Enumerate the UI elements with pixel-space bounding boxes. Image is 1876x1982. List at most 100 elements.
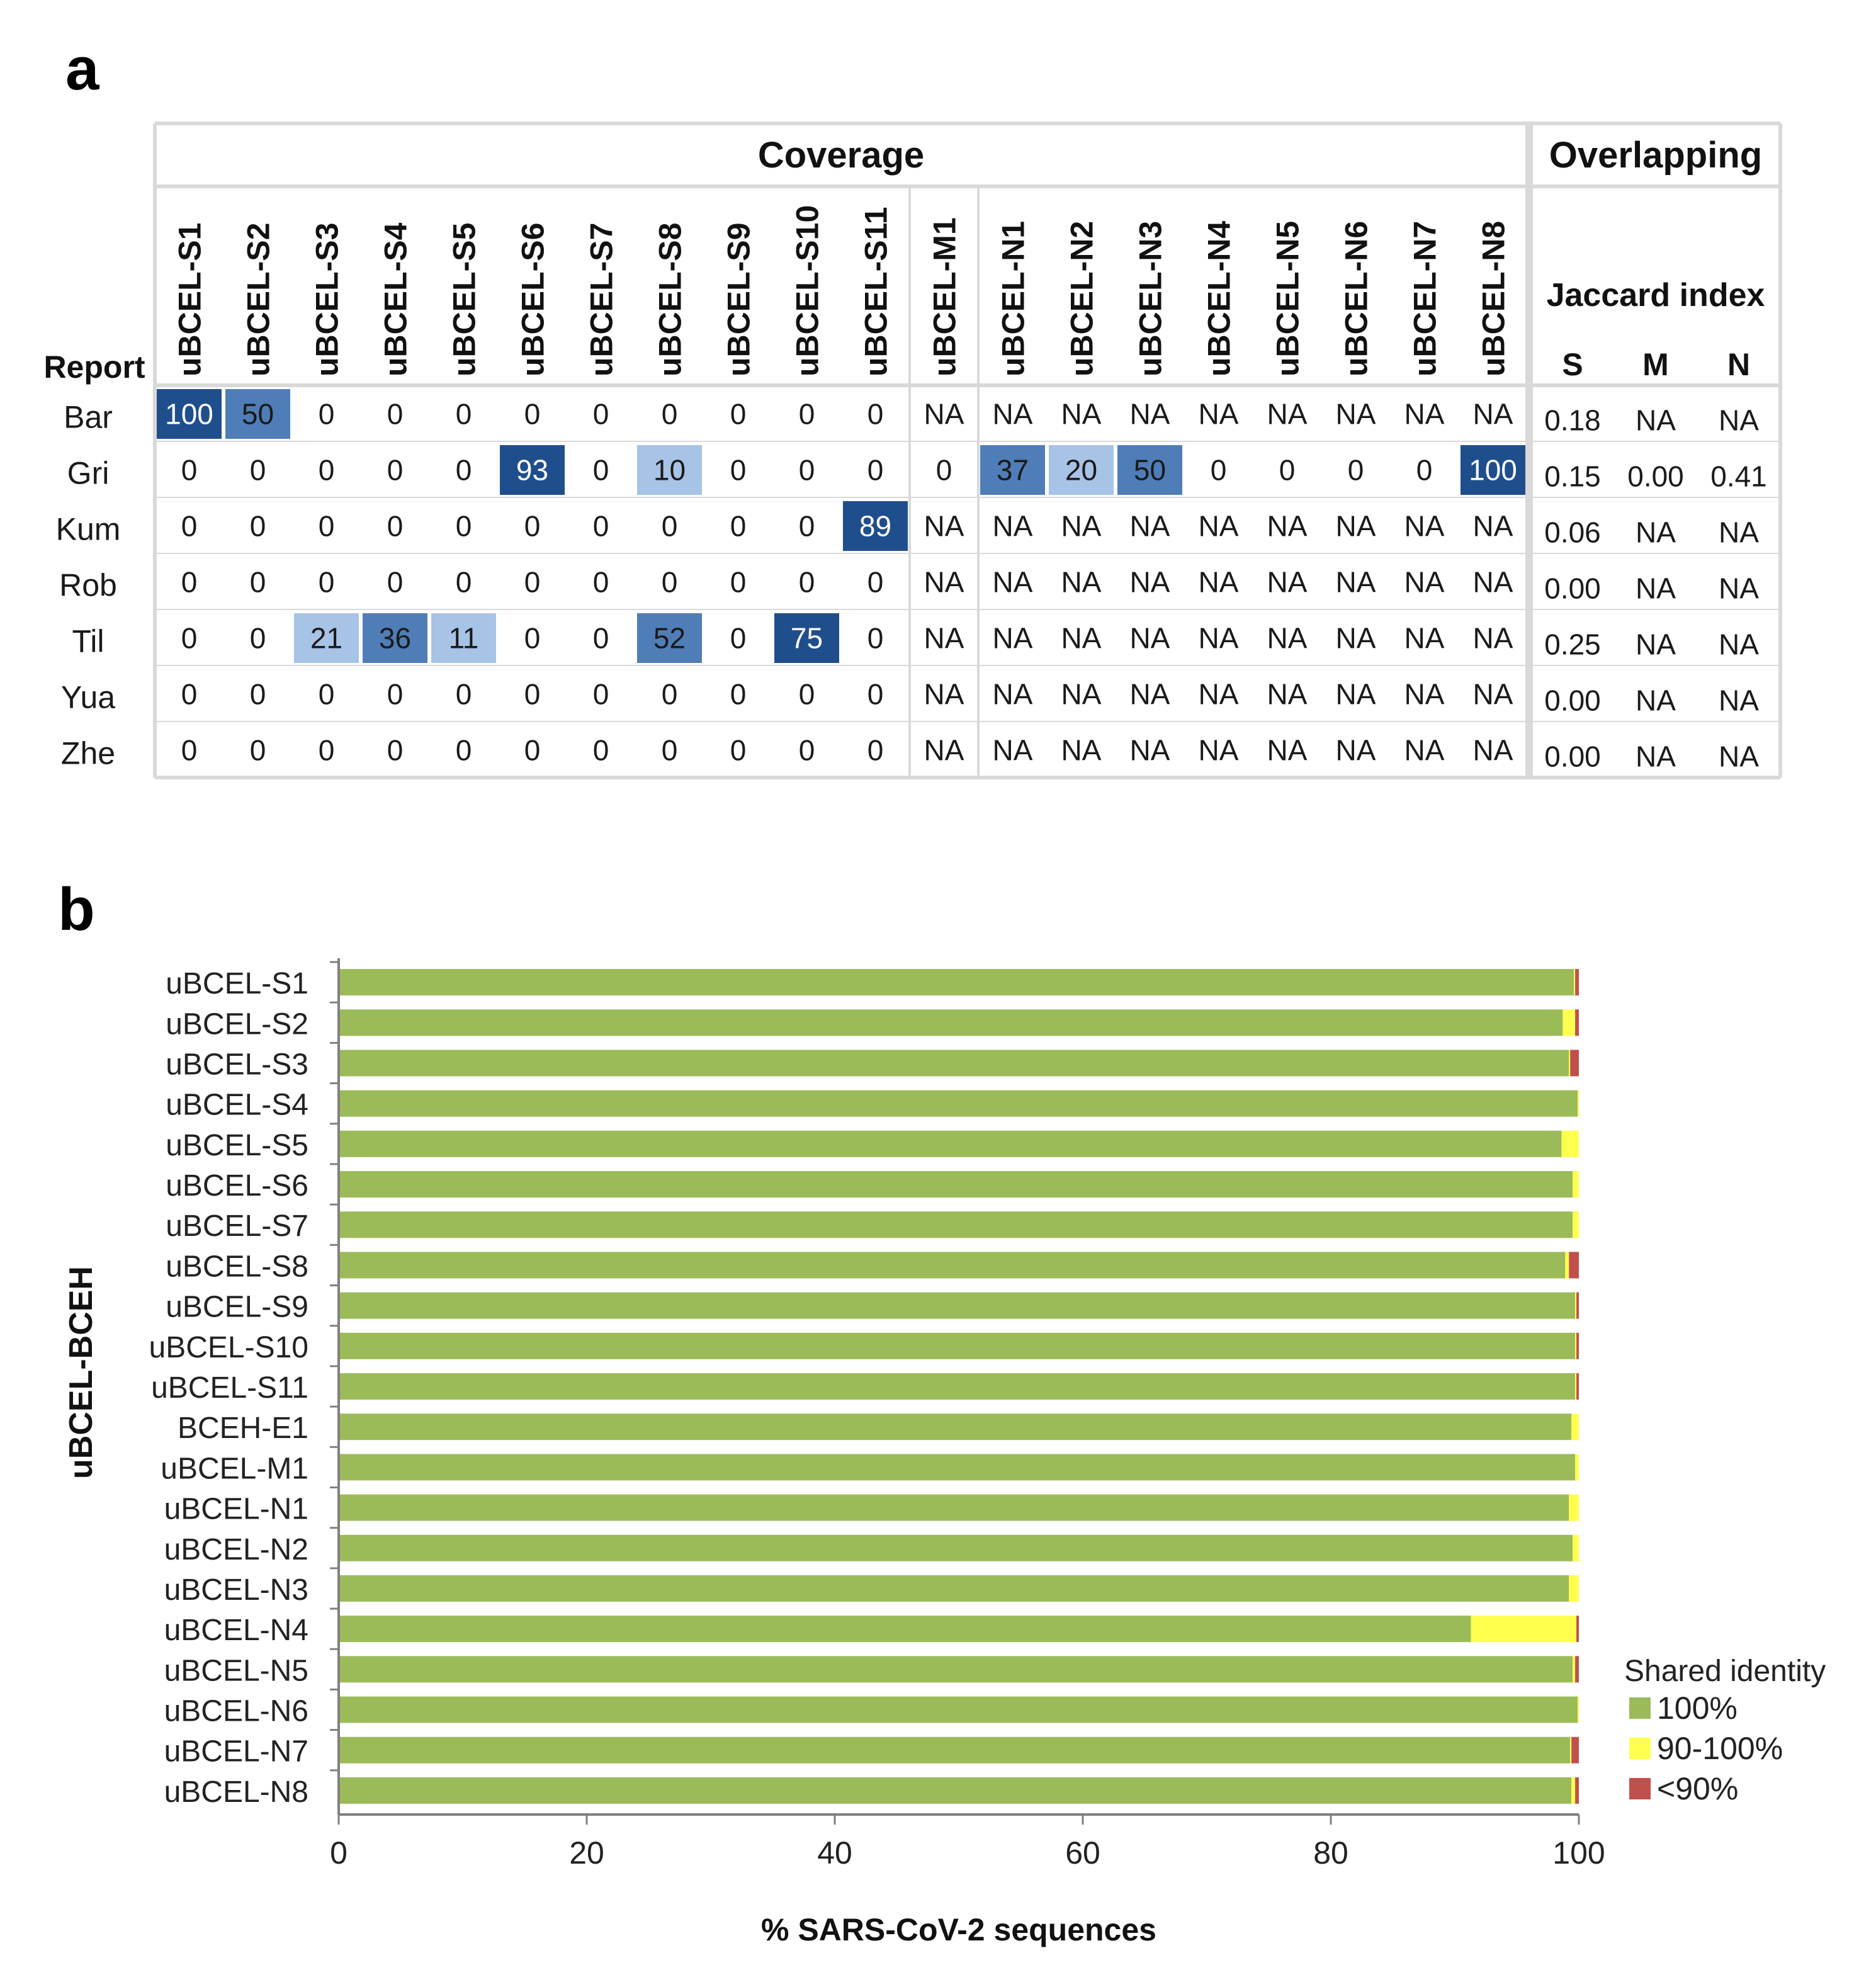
column-header: uBCEL-S5 — [447, 223, 482, 377]
bar-segment — [339, 1130, 1562, 1157]
cell-value: NA — [924, 566, 964, 599]
cell-value: 0 — [456, 734, 472, 767]
y-tick-label: uBCEL-S9 — [166, 1291, 308, 1324]
cell-value: NA — [993, 510, 1033, 543]
cell-value: 0 — [524, 734, 541, 767]
cell-value: 0 — [319, 454, 335, 487]
row-label: Til — [72, 624, 105, 659]
column-header: uBCEL-N8 — [1476, 221, 1512, 377]
jaccard-value: NA — [1636, 740, 1676, 773]
cell-value: 0 — [1416, 454, 1433, 487]
cell-value: 21 — [310, 622, 342, 655]
cell-value: 0 — [799, 454, 815, 487]
jaccard-subheader: M — [1642, 347, 1669, 382]
cell-value: 0 — [1279, 454, 1296, 487]
column-header: uBCEL-S4 — [378, 222, 414, 377]
cell-value: NA — [1267, 566, 1308, 599]
cell-value: NA — [1130, 398, 1170, 431]
cell-value: 0 — [319, 678, 335, 711]
cell-value: 0 — [867, 398, 884, 431]
cell-value: 37 — [997, 454, 1029, 487]
bar-segment — [1570, 1736, 1572, 1764]
heat-cell — [500, 445, 565, 495]
column-header: uBCEL-S9 — [721, 223, 757, 377]
jaccard-value: NA — [1719, 628, 1759, 661]
cell-value: NA — [1199, 510, 1239, 543]
y-tick-label: uBCEL-S5 — [166, 1129, 308, 1162]
cell-value: 50 — [1134, 454, 1166, 487]
cell-value: NA — [1061, 678, 1102, 711]
cell-value: NA — [1336, 398, 1376, 431]
column-header: uBCEL-S10 — [790, 205, 825, 377]
bar-segment — [339, 1616, 1471, 1643]
cell-value: 89 — [859, 510, 891, 543]
column-header: uBCEL-S3 — [310, 223, 345, 377]
cell-value: 0 — [730, 398, 747, 431]
cell-value: 0 — [250, 454, 266, 487]
cell-value: 0 — [250, 678, 266, 711]
cell-value: NA — [1130, 566, 1170, 599]
cell-value: NA — [1404, 734, 1445, 767]
jaccard-value: NA — [1636, 404, 1676, 437]
bar-segment — [1576, 1292, 1579, 1319]
row-label: Gri — [67, 456, 110, 491]
cell-value: NA — [1473, 678, 1513, 711]
y-tick-label: uBCEL-N5 — [164, 1654, 308, 1687]
cell-value: 36 — [379, 622, 411, 655]
bar-segment — [1561, 1130, 1579, 1157]
column-header: uBCEL-S2 — [241, 223, 276, 377]
legend-swatch — [1629, 1778, 1651, 1799]
cell-value: NA — [1473, 566, 1513, 599]
cell-value: NA — [1473, 734, 1513, 767]
row-label: Rob — [59, 568, 117, 603]
cell-value: NA — [1473, 622, 1513, 655]
cell-value: NA — [993, 678, 1033, 711]
cell-value: 0 — [593, 398, 609, 431]
cell-value: NA — [1199, 734, 1239, 767]
jaccard-value: NA — [1636, 628, 1676, 661]
bar-segment — [339, 1332, 1576, 1359]
cell-value: NA — [993, 734, 1033, 767]
cell-value: 0 — [319, 566, 335, 599]
x-tick-label: 60 — [1065, 1835, 1100, 1871]
jaccard-subheader: N — [1727, 347, 1750, 382]
bar-segment — [339, 1211, 1573, 1238]
cell-value: 11 — [449, 622, 479, 655]
cell-value: 0 — [250, 622, 266, 655]
group-header-overlapping: Overlapping — [1549, 135, 1762, 176]
bar-segment — [1576, 1332, 1579, 1359]
cell-value: NA — [1336, 566, 1376, 599]
cell-value: 0 — [662, 678, 678, 711]
cell-value: 0 — [456, 510, 472, 543]
cell-value: NA — [1061, 734, 1102, 767]
bar-segment — [339, 1252, 1566, 1279]
jaccard-value: NA — [1636, 516, 1676, 549]
column-header: uBCEL-N1 — [996, 221, 1031, 377]
y-tick-label: uBCEL-N1 — [164, 1493, 308, 1526]
y-tick-label: uBCEL-S11 — [151, 1371, 308, 1405]
heat-cell — [431, 613, 496, 663]
cell-value: 0 — [593, 566, 609, 599]
cell-value: 0 — [662, 734, 678, 767]
cell-value: NA — [1061, 510, 1102, 543]
y-tick-label: uBCEL-S7 — [166, 1209, 308, 1243]
y-tick-label: BCEH-E1 — [178, 1412, 308, 1445]
heat-cell — [1117, 445, 1182, 495]
bar-segment — [1562, 1009, 1576, 1036]
bar-segment — [1578, 1696, 1579, 1723]
heat-cell — [294, 613, 359, 663]
bar-segment — [339, 1534, 1573, 1561]
cell-value: NA — [1199, 622, 1239, 655]
bar-segment — [339, 1090, 1578, 1117]
bar-segment — [1575, 969, 1579, 996]
cell-value: NA — [1130, 734, 1170, 767]
x-tick-label: 20 — [569, 1835, 604, 1871]
y-tick-label: uBCEL-S8 — [166, 1250, 308, 1283]
cell-value: 100 — [165, 398, 213, 431]
jaccard-value: NA — [1719, 740, 1759, 773]
bar-segment — [339, 1454, 1576, 1481]
cell-value: 0 — [936, 454, 952, 487]
jaccard-value: 0.25 — [1544, 628, 1601, 661]
cell-value: NA — [1267, 678, 1308, 711]
bar-segment — [1571, 1736, 1579, 1764]
